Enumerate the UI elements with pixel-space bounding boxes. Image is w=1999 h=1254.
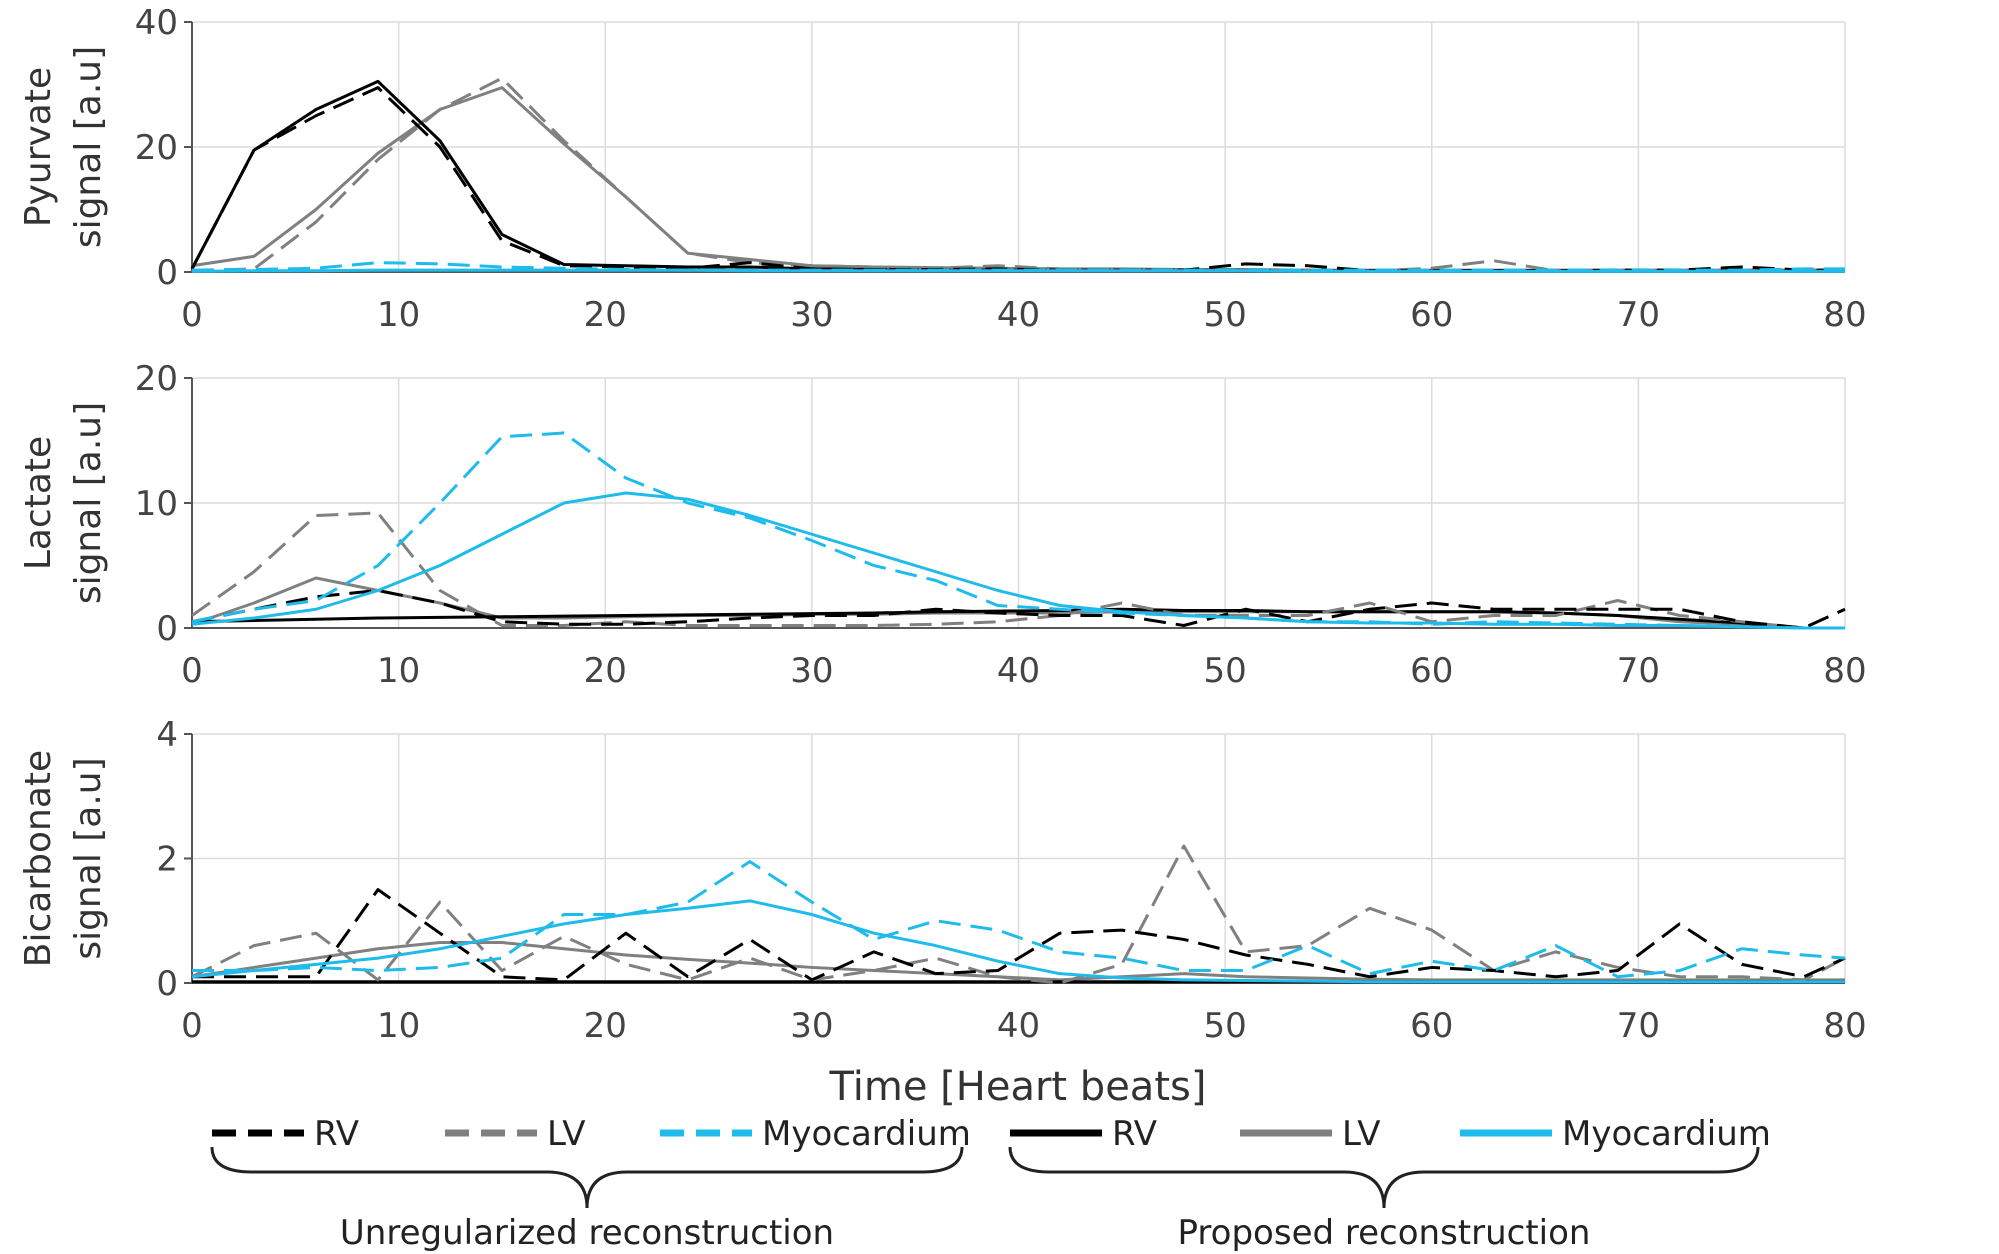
x-tick-label: 20 bbox=[584, 295, 627, 335]
x-tick-label: 40 bbox=[997, 651, 1040, 691]
legend-label-lv: LV bbox=[1342, 1114, 1380, 1154]
x-tick-label: 10 bbox=[377, 651, 420, 691]
x-tick-label: 40 bbox=[997, 295, 1040, 335]
x-tick-label: 30 bbox=[790, 295, 833, 335]
y-tick-label: 20 bbox=[135, 359, 178, 399]
legend-label-myocardium: Myocardium bbox=[762, 1114, 971, 1154]
y-tick-label: 0 bbox=[156, 964, 178, 1004]
y-axis-label: Lactate signal [a.u] bbox=[18, 402, 109, 604]
legend-label-lv: LV bbox=[547, 1114, 585, 1154]
series-lv-unregularized bbox=[191, 76, 1845, 273]
group-label: Proposed reconstruction bbox=[1178, 1213, 1591, 1253]
legend-label-myocardium: Myocardium bbox=[1562, 1114, 1771, 1154]
x-tick-label: 80 bbox=[1823, 295, 1866, 335]
x-tick-label: 50 bbox=[1203, 651, 1246, 691]
x-tick-label: 60 bbox=[1410, 295, 1453, 335]
x-tick-label: 80 bbox=[1823, 651, 1866, 691]
x-tick-label: 50 bbox=[1203, 295, 1246, 335]
x-tick-label: 60 bbox=[1410, 651, 1453, 691]
x-tick-label: 0 bbox=[181, 651, 203, 691]
x-tick-label: 70 bbox=[1617, 295, 1660, 335]
x-tick-label: 20 bbox=[584, 1006, 627, 1046]
panel-0: 0 20 40 0 10 20 30 40 50 60 70 80 Pyurvate signal [a.… bbox=[18, 3, 1867, 335]
y-label-line2: signal [a.u] bbox=[68, 46, 109, 248]
x-tick-label: 20 bbox=[584, 651, 627, 691]
y-tick-label: 0 bbox=[156, 609, 178, 649]
x-tick-label: 50 bbox=[1203, 1006, 1246, 1046]
series-myocardium-proposed bbox=[191, 899, 1845, 984]
x-tick-label: 70 bbox=[1617, 651, 1660, 691]
y-tick-label: 10 bbox=[135, 484, 178, 524]
y-label-line2: signal [a.u] bbox=[68, 402, 109, 604]
y-tick-label: 0 bbox=[156, 253, 178, 293]
x-tick-label: 0 bbox=[181, 295, 203, 335]
x-tick-label: 40 bbox=[997, 1006, 1040, 1046]
series-myocardium-proposed bbox=[191, 268, 1845, 273]
group-label: Unregularized reconstruction bbox=[340, 1213, 834, 1253]
y-label-line2: signal [a.u] bbox=[68, 757, 109, 959]
group-brace bbox=[1008, 1146, 1760, 1209]
series-myocardium-unregularized bbox=[191, 261, 1845, 272]
y-label-line1: Pyurvate bbox=[18, 67, 59, 227]
series-myocardium-unregularized bbox=[191, 431, 1845, 630]
legend-label-rv: RV bbox=[1112, 1114, 1157, 1154]
x-tick-label: 70 bbox=[1617, 1006, 1660, 1046]
x-tick-label: 30 bbox=[790, 1006, 833, 1046]
series-myocardium-unregularized bbox=[192, 860, 1846, 979]
x-tick-label: 10 bbox=[377, 1006, 420, 1046]
series-rv-unregularized bbox=[191, 589, 1846, 630]
y-label-line1: Bicarbonate bbox=[18, 750, 59, 967]
x-axis-label: Time [Heart beats] bbox=[829, 1064, 1207, 1110]
x-tick-label: 80 bbox=[1823, 1006, 1866, 1046]
x-tick-label: 10 bbox=[377, 295, 420, 335]
y-tick-label: 2 bbox=[156, 840, 178, 880]
y-axis-label: Pyurvate signal [a.u] bbox=[18, 46, 109, 248]
series-rv-proposed bbox=[191, 607, 1845, 630]
x-tick-label: 30 bbox=[790, 651, 833, 691]
y-label-line1: Lactate bbox=[18, 436, 59, 570]
legend: RV LV Myocardium Unregularized reconstructi… bbox=[210, 1114, 1771, 1253]
legend-label-rv: RV bbox=[314, 1114, 359, 1154]
x-tick-label: 0 bbox=[181, 1006, 203, 1046]
y-tick-label: 20 bbox=[135, 128, 178, 168]
series-myocardium-proposed bbox=[191, 491, 1845, 630]
y-tick-label: 40 bbox=[135, 3, 178, 43]
panel-1: 0 10 20 0 10 20 30 40 50 60 70 80 Lactate signal [a.u… bbox=[18, 359, 1867, 691]
y-tick-label: 4 bbox=[156, 715, 178, 755]
series-rv-unregularized bbox=[192, 888, 1846, 982]
group-brace bbox=[210, 1146, 964, 1209]
y-axis-label: Bicarbonate signal [a.u] bbox=[18, 750, 109, 967]
x-tick-label: 60 bbox=[1410, 1006, 1453, 1046]
